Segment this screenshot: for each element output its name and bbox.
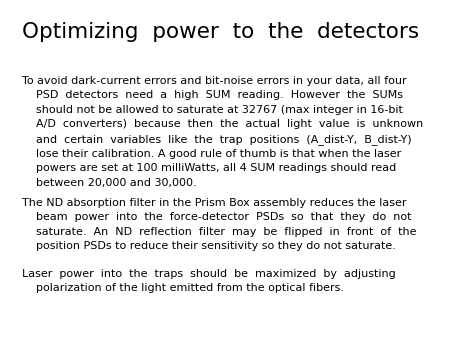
Text: The ND absorption filter in the Prism Box assembly reduces the laser
    beam  p: The ND absorption filter in the Prism Bo… [22, 198, 416, 251]
Text: Optimizing  power  to  the  detectors: Optimizing power to the detectors [22, 22, 419, 42]
Text: To avoid dark-current errors and bit-noise errors in your data, all four
    PSD: To avoid dark-current errors and bit-noi… [22, 76, 423, 188]
Text: Laser  power  into  the  traps  should  be  maximized  by  adjusting
    polariz: Laser power into the traps should be max… [22, 269, 396, 293]
